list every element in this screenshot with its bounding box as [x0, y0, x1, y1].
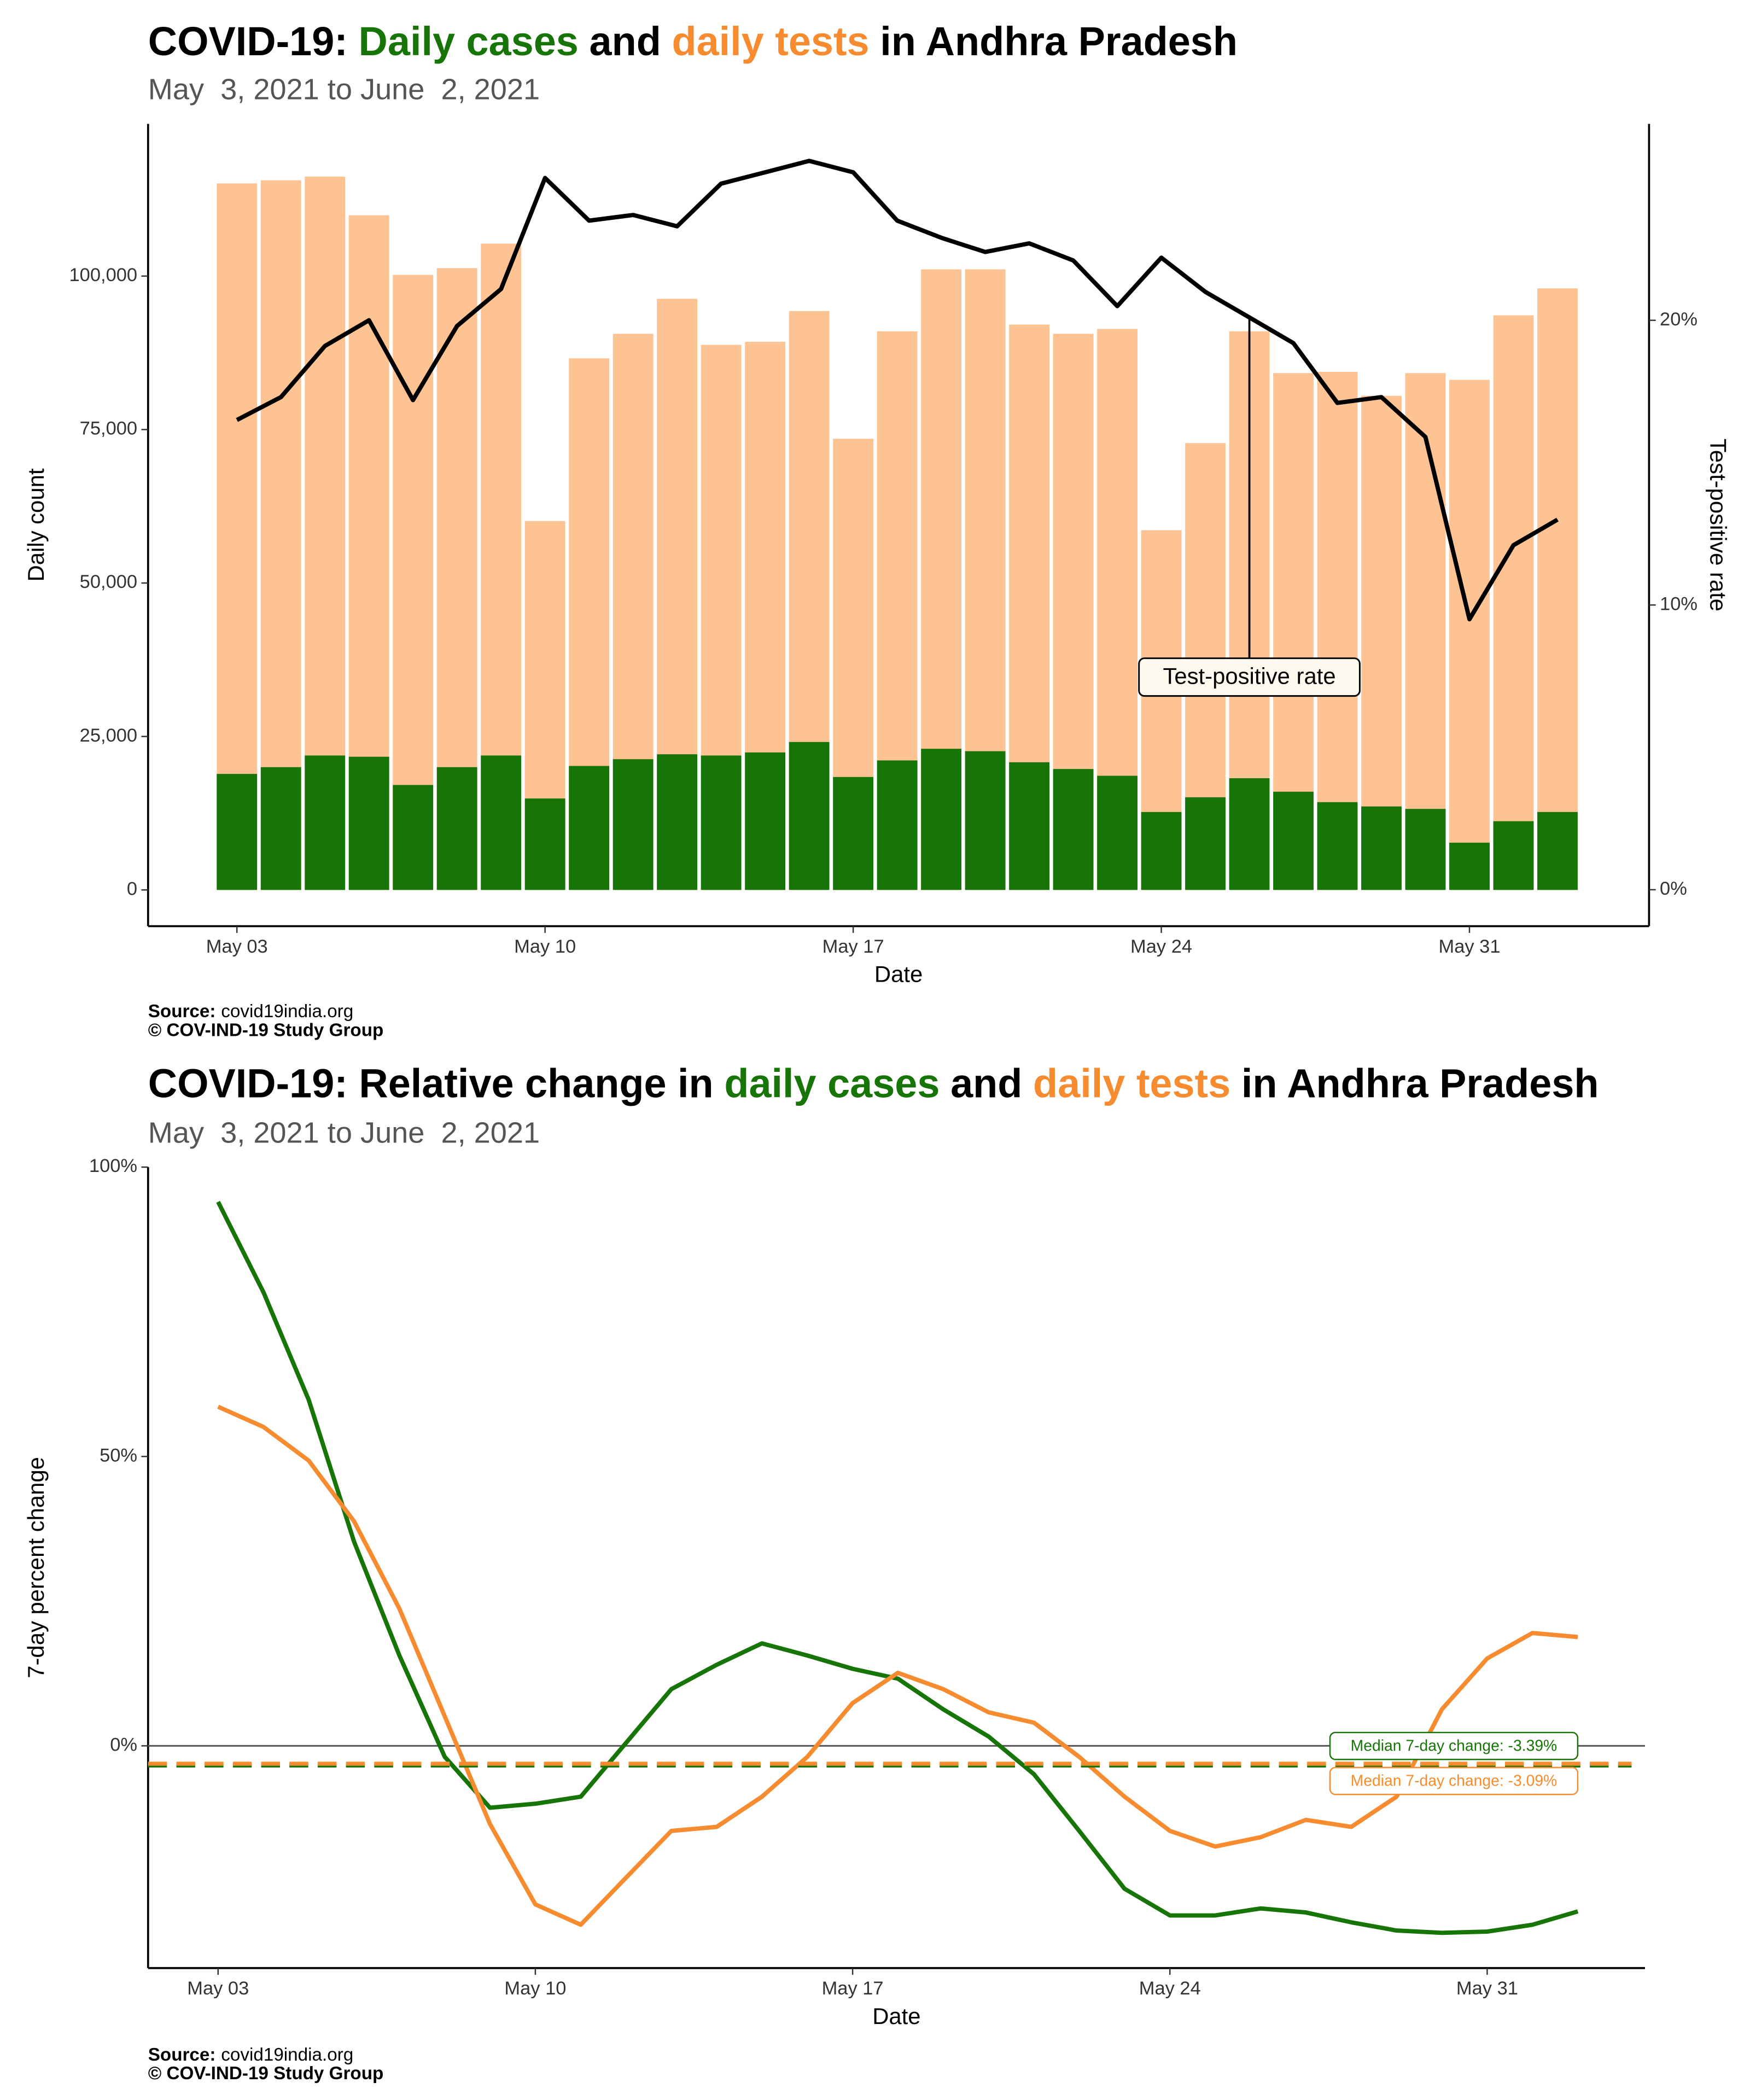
- bar: [877, 760, 918, 890]
- median-label-box: [1329, 1731, 1579, 1760]
- chart-subtitle: May 3, 2021 to June 2, 2021: [148, 1116, 540, 1149]
- y-tick-label: 25,000: [80, 725, 137, 746]
- y2-tick-label: 0%: [1660, 878, 1687, 899]
- chart-title: COVID-19: Daily cases and daily tests in And…: [148, 19, 1238, 64]
- title-part: in Andhra Pradesh: [1241, 1060, 1599, 1106]
- x-tick-label: May 10: [514, 936, 576, 957]
- bar: [1009, 762, 1050, 890]
- x-axis-label: Date: [874, 961, 923, 987]
- bar: [1141, 812, 1182, 890]
- bar: [1493, 821, 1534, 890]
- title-part: and: [950, 1060, 1022, 1106]
- y2-axis-label: Test-positive rate: [1705, 439, 1731, 611]
- title-part: daily tests: [672, 19, 870, 64]
- bar: [1405, 373, 1446, 890]
- y2-tick-label: 10%: [1660, 593, 1698, 614]
- y-tick-label: 0%: [110, 1735, 137, 1755]
- y-tick-label: 100%: [89, 1156, 137, 1176]
- bar: [1317, 802, 1358, 890]
- y-axis-label: Daily count: [23, 468, 49, 581]
- bar: [1405, 809, 1446, 890]
- title-part: daily cases: [724, 1060, 940, 1106]
- source-label: Source:: [148, 1001, 216, 1022]
- annotation-text: Test-positive rate: [1163, 663, 1335, 689]
- source: Source: covid19india.org: [148, 2045, 353, 2065]
- chart-subtitle: May 3, 2021 to June 2, 2021: [148, 73, 540, 106]
- x-tick-label: May 24: [1139, 1978, 1201, 1999]
- y-axis-label: 7-day percent change: [23, 1457, 49, 1678]
- title-part: COVID-19:: [148, 19, 348, 64]
- y2-tick-label: 20%: [1660, 309, 1698, 330]
- y-tick-label: 50%: [100, 1445, 137, 1466]
- source-value: covid19india.org: [221, 1001, 353, 1022]
- x-tick-label: May 17: [822, 1978, 884, 1999]
- y-tick-label: 0: [127, 878, 137, 899]
- title-part: Daily cases: [359, 19, 579, 64]
- source-label: Source:: [148, 2045, 216, 2065]
- line: [216, 1200, 1579, 1935]
- line: [217, 1404, 1578, 1927]
- line: [236, 159, 1559, 622]
- bar: [833, 777, 874, 890]
- bar: [524, 798, 565, 890]
- x-axis-label: Date: [872, 2003, 920, 2029]
- bar: [481, 755, 522, 890]
- bar: [701, 755, 742, 890]
- annotation-box: [1138, 657, 1361, 697]
- y-tick-label: 50,000: [80, 571, 137, 592]
- source-value: covid19india.org: [221, 2045, 353, 2065]
- bar: [965, 751, 1006, 890]
- bar: [569, 766, 610, 890]
- source: Source: covid19india.org: [148, 1001, 353, 1022]
- median-label-box: [1329, 1766, 1579, 1795]
- copyright: © COV-IND-19 Study Group: [148, 2063, 384, 2084]
- bar: [1097, 775, 1138, 890]
- x-tick-label: May 31: [1456, 1978, 1518, 1999]
- bar: [1229, 778, 1270, 890]
- bar: [305, 755, 346, 890]
- x-tick-label: May 10: [504, 1978, 566, 1999]
- x-tick-label: May 24: [1130, 936, 1192, 957]
- x-tick-label: May 03: [187, 1978, 249, 1999]
- bar: [217, 183, 258, 890]
- bar: [1361, 806, 1402, 890]
- bar: [1185, 797, 1226, 890]
- bar: [1493, 315, 1534, 890]
- median-label: Median 7-day change: -3.39%: [1351, 1736, 1558, 1754]
- bar: [1449, 380, 1490, 890]
- chart-title: COVID-19: Relative change in daily cases a…: [148, 1060, 1599, 1106]
- bar: [921, 749, 962, 890]
- bar: [657, 754, 698, 890]
- bar: [348, 756, 389, 890]
- bar: [436, 767, 477, 890]
- bar: [1449, 842, 1490, 890]
- median-label: Median 7-day change: -3.09%: [1351, 1771, 1558, 1789]
- y-tick-label: 75,000: [80, 418, 137, 439]
- title-part: daily tests: [1033, 1060, 1230, 1106]
- x-tick-label: May 17: [822, 936, 884, 957]
- y-tick-label: 100,000: [69, 265, 138, 285]
- title-part: and: [590, 19, 661, 64]
- bar: [1273, 791, 1314, 890]
- bar: [612, 759, 654, 890]
- bar: [217, 774, 258, 890]
- x-tick-label: May 31: [1439, 936, 1501, 957]
- copyright: © COV-IND-19 Study Group: [148, 1020, 384, 1040]
- x-tick-label: May 03: [206, 936, 268, 957]
- bar: [789, 742, 830, 890]
- bar: [1537, 288, 1578, 890]
- title-part: in Andhra Pradesh: [880, 19, 1238, 64]
- bar: [745, 752, 786, 890]
- bar: [1537, 812, 1578, 890]
- title-part: COVID-19: Relative change in: [148, 1060, 714, 1106]
- bar: [393, 785, 434, 890]
- bar: [260, 767, 301, 890]
- bar: [1053, 769, 1094, 890]
